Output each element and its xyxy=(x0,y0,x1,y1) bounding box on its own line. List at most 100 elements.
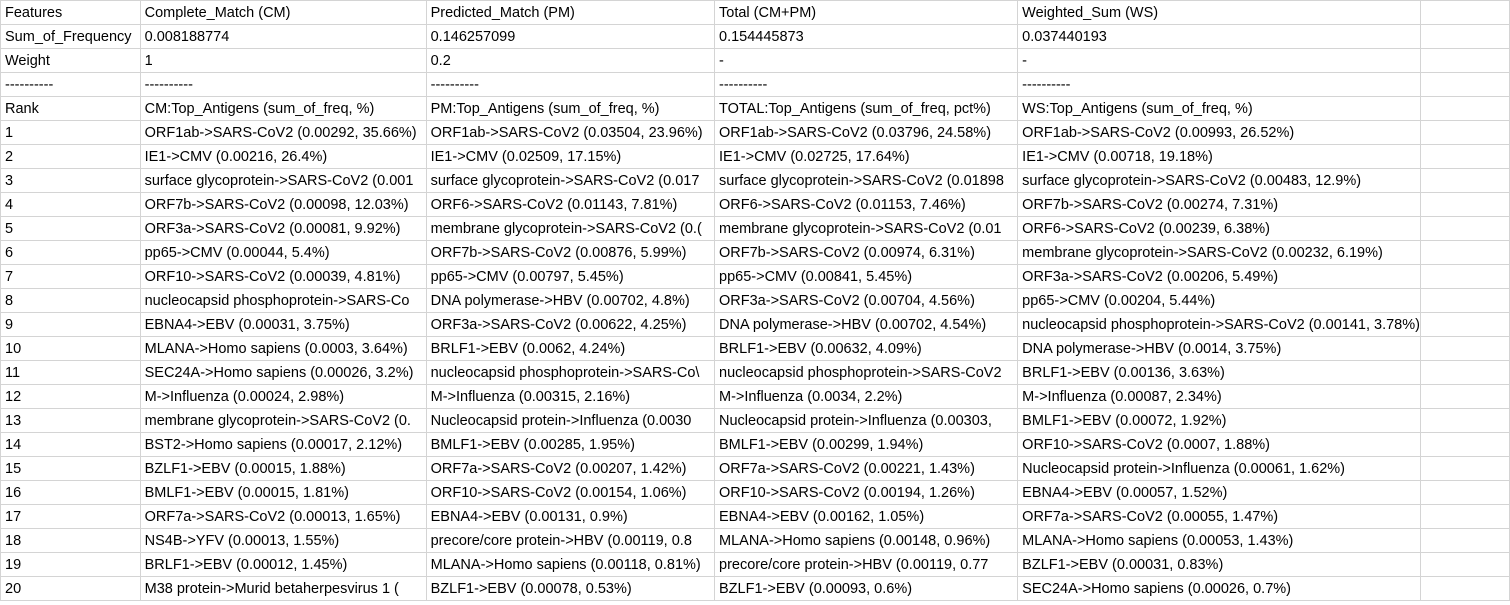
cell-col-a-row-4[interactable]: ---------- xyxy=(0,72,141,97)
cell-col-d-row-25[interactable]: BZLF1->EBV (0.00093, 0.6%) xyxy=(714,576,1019,601)
cell-col-a-row-16[interactable]: 11 xyxy=(0,360,141,385)
cell-col-b-row-4[interactable]: ---------- xyxy=(140,72,427,97)
cell-col-a-row-18[interactable]: 13 xyxy=(0,408,141,433)
cell-col-b-row-1[interactable]: Complete_Match (CM) xyxy=(140,0,427,25)
cell-col-b-row-7[interactable]: IE1->CMV (0.00216, 26.4%) xyxy=(140,144,427,169)
cell-col-f-row-24[interactable] xyxy=(1420,552,1510,577)
cell-col-d-row-14[interactable]: DNA polymerase->HBV (0.00702, 4.54%) xyxy=(714,312,1019,337)
cell-col-e-row-15[interactable]: DNA polymerase->HBV (0.0014, 3.75%) xyxy=(1017,336,1421,361)
cell-col-a-row-15[interactable]: 10 xyxy=(0,336,141,361)
cell-col-f-row-14[interactable] xyxy=(1420,312,1510,337)
cell-col-f-row-18[interactable] xyxy=(1420,408,1510,433)
cell-col-a-row-2[interactable]: Sum_of_Frequency xyxy=(0,24,141,49)
cell-col-c-row-17[interactable]: M->Influenza (0.00315, 2.16%) xyxy=(426,384,716,409)
cell-col-a-row-21[interactable]: 16 xyxy=(0,480,141,505)
cell-col-e-row-4[interactable]: ---------- xyxy=(1017,72,1421,97)
cell-col-d-row-20[interactable]: ORF7a->SARS-CoV2 (0.00221, 1.43%) xyxy=(714,456,1019,481)
cell-col-d-row-22[interactable]: EBNA4->EBV (0.00162, 1.05%) xyxy=(714,504,1019,529)
cell-col-e-row-23[interactable]: MLANA->Homo sapiens (0.00053, 1.43%) xyxy=(1017,528,1421,553)
cell-col-b-row-6[interactable]: ORF1ab->SARS-CoV2 (0.00292, 35.66%) xyxy=(140,120,427,145)
cell-col-e-row-17[interactable]: M->Influenza (0.00087, 2.34%) xyxy=(1017,384,1421,409)
cell-col-e-row-25[interactable]: SEC24A->Homo sapiens (0.00026, 0.7%) xyxy=(1017,576,1421,601)
cell-col-b-row-17[interactable]: M->Influenza (0.00024, 2.98%) xyxy=(140,384,427,409)
cell-col-a-row-8[interactable]: 3 xyxy=(0,168,141,193)
cell-col-a-row-6[interactable]: 1 xyxy=(0,120,141,145)
cell-col-b-row-25[interactable]: M38 protein->Murid betaherpesvirus 1 ( xyxy=(140,576,427,601)
cell-col-c-row-18[interactable]: Nucleocapsid protein->Influenza (0.0030 xyxy=(426,408,716,433)
cell-col-c-row-8[interactable]: surface glycoprotein->SARS-CoV2 (0.017 xyxy=(426,168,716,193)
cell-col-c-row-3[interactable]: 0.2 xyxy=(426,48,716,73)
cell-col-d-row-6[interactable]: ORF1ab->SARS-CoV2 (0.03796, 24.58%) xyxy=(714,120,1019,145)
cell-col-e-row-18[interactable]: BMLF1->EBV (0.00072, 1.92%) xyxy=(1017,408,1421,433)
cell-col-d-row-17[interactable]: M->Influenza (0.0034, 2.2%) xyxy=(714,384,1019,409)
cell-col-f-row-3[interactable] xyxy=(1420,48,1510,73)
cell-col-d-row-23[interactable]: MLANA->Homo sapiens (0.00148, 0.96%) xyxy=(714,528,1019,553)
cell-col-f-row-8[interactable] xyxy=(1420,168,1510,193)
cell-col-b-row-3[interactable]: 1 xyxy=(140,48,427,73)
cell-col-f-row-6[interactable] xyxy=(1420,120,1510,145)
cell-col-f-row-11[interactable] xyxy=(1420,240,1510,265)
cell-col-d-row-5[interactable]: TOTAL:Top_Antigens (sum_of_freq, pct%) xyxy=(714,96,1019,121)
cell-col-a-row-5[interactable]: Rank xyxy=(0,96,141,121)
cell-col-e-row-12[interactable]: ORF3a->SARS-CoV2 (0.00206, 5.49%) xyxy=(1017,264,1421,289)
cell-col-d-row-1[interactable]: Total (CM+PM) xyxy=(714,0,1019,25)
cell-col-d-row-11[interactable]: ORF7b->SARS-CoV2 (0.00974, 6.31%) xyxy=(714,240,1019,265)
cell-col-f-row-25[interactable] xyxy=(1420,576,1510,601)
cell-col-b-row-22[interactable]: ORF7a->SARS-CoV2 (0.00013, 1.65%) xyxy=(140,504,427,529)
cell-col-e-row-13[interactable]: pp65->CMV (0.00204, 5.44%) xyxy=(1017,288,1421,313)
cell-col-c-row-22[interactable]: EBNA4->EBV (0.00131, 0.9%) xyxy=(426,504,716,529)
cell-col-e-row-24[interactable]: BZLF1->EBV (0.00031, 0.83%) xyxy=(1017,552,1421,577)
cell-col-f-row-13[interactable] xyxy=(1420,288,1510,313)
cell-col-d-row-15[interactable]: BRLF1->EBV (0.00632, 4.09%) xyxy=(714,336,1019,361)
cell-col-f-row-19[interactable] xyxy=(1420,432,1510,457)
cell-col-b-row-20[interactable]: BZLF1->EBV (0.00015, 1.88%) xyxy=(140,456,427,481)
cell-col-e-row-1[interactable]: Weighted_Sum (WS) xyxy=(1017,0,1421,25)
cell-col-b-row-21[interactable]: BMLF1->EBV (0.00015, 1.81%) xyxy=(140,480,427,505)
cell-col-a-row-14[interactable]: 9 xyxy=(0,312,141,337)
cell-col-c-row-10[interactable]: membrane glycoprotein->SARS-CoV2 (0.( xyxy=(426,216,716,241)
cell-col-c-row-24[interactable]: MLANA->Homo sapiens (0.00118, 0.81%) xyxy=(426,552,716,577)
cell-col-f-row-12[interactable] xyxy=(1420,264,1510,289)
cell-col-d-row-4[interactable]: ---------- xyxy=(714,72,1019,97)
cell-col-b-row-2[interactable]: 0.008188774 xyxy=(140,24,427,49)
cell-col-f-row-1[interactable] xyxy=(1420,0,1510,25)
cell-col-e-row-22[interactable]: ORF7a->SARS-CoV2 (0.00055, 1.47%) xyxy=(1017,504,1421,529)
cell-col-d-row-3[interactable]: - xyxy=(714,48,1019,73)
cell-col-c-row-20[interactable]: ORF7a->SARS-CoV2 (0.00207, 1.42%) xyxy=(426,456,716,481)
cell-col-f-row-22[interactable] xyxy=(1420,504,1510,529)
cell-col-c-row-5[interactable]: PM:Top_Antigens (sum_of_freq, %) xyxy=(426,96,716,121)
cell-col-e-row-3[interactable]: - xyxy=(1017,48,1421,73)
cell-col-b-row-19[interactable]: BST2->Homo sapiens (0.00017, 2.12%) xyxy=(140,432,427,457)
cell-col-e-row-10[interactable]: ORF6->SARS-CoV2 (0.00239, 6.38%) xyxy=(1017,216,1421,241)
cell-col-a-row-22[interactable]: 17 xyxy=(0,504,141,529)
cell-col-a-row-24[interactable]: 19 xyxy=(0,552,141,577)
cell-col-c-row-25[interactable]: BZLF1->EBV (0.00078, 0.53%) xyxy=(426,576,716,601)
cell-col-b-row-18[interactable]: membrane glycoprotein->SARS-CoV2 (0. xyxy=(140,408,427,433)
cell-col-c-row-16[interactable]: nucleocapsid phosphoprotein->SARS-Co\ xyxy=(426,360,716,385)
cell-col-a-row-9[interactable]: 4 xyxy=(0,192,141,217)
cell-col-d-row-10[interactable]: membrane glycoprotein->SARS-CoV2 (0.01 xyxy=(714,216,1019,241)
cell-col-d-row-2[interactable]: 0.154445873 xyxy=(714,24,1019,49)
cell-col-c-row-9[interactable]: ORF6->SARS-CoV2 (0.01143, 7.81%) xyxy=(426,192,716,217)
cell-col-a-row-23[interactable]: 18 xyxy=(0,528,141,553)
cell-col-f-row-10[interactable] xyxy=(1420,216,1510,241)
cell-col-e-row-9[interactable]: ORF7b->SARS-CoV2 (0.00274, 7.31%) xyxy=(1017,192,1421,217)
cell-col-a-row-13[interactable]: 8 xyxy=(0,288,141,313)
cell-col-c-row-19[interactable]: BMLF1->EBV (0.00285, 1.95%) xyxy=(426,432,716,457)
cell-col-b-row-23[interactable]: NS4B->YFV (0.00013, 1.55%) xyxy=(140,528,427,553)
cell-col-c-row-2[interactable]: 0.146257099 xyxy=(426,24,716,49)
cell-col-e-row-7[interactable]: IE1->CMV (0.00718, 19.18%) xyxy=(1017,144,1421,169)
cell-col-f-row-17[interactable] xyxy=(1420,384,1510,409)
cell-col-e-row-11[interactable]: membrane glycoprotein->SARS-CoV2 (0.0023… xyxy=(1017,240,1421,265)
cell-col-f-row-4[interactable] xyxy=(1420,72,1510,97)
cell-col-d-row-12[interactable]: pp65->CMV (0.00841, 5.45%) xyxy=(714,264,1019,289)
cell-col-c-row-7[interactable]: IE1->CMV (0.02509, 17.15%) xyxy=(426,144,716,169)
cell-col-c-row-4[interactable]: ---------- xyxy=(426,72,716,97)
cell-col-f-row-7[interactable] xyxy=(1420,144,1510,169)
cell-col-f-row-16[interactable] xyxy=(1420,360,1510,385)
cell-col-b-row-15[interactable]: MLANA->Homo sapiens (0.0003, 3.64%) xyxy=(140,336,427,361)
cell-col-f-row-9[interactable] xyxy=(1420,192,1510,217)
cell-col-d-row-21[interactable]: ORF10->SARS-CoV2 (0.00194, 1.26%) xyxy=(714,480,1019,505)
cell-col-b-row-24[interactable]: BRLF1->EBV (0.00012, 1.45%) xyxy=(140,552,427,577)
cell-col-f-row-2[interactable] xyxy=(1420,24,1510,49)
